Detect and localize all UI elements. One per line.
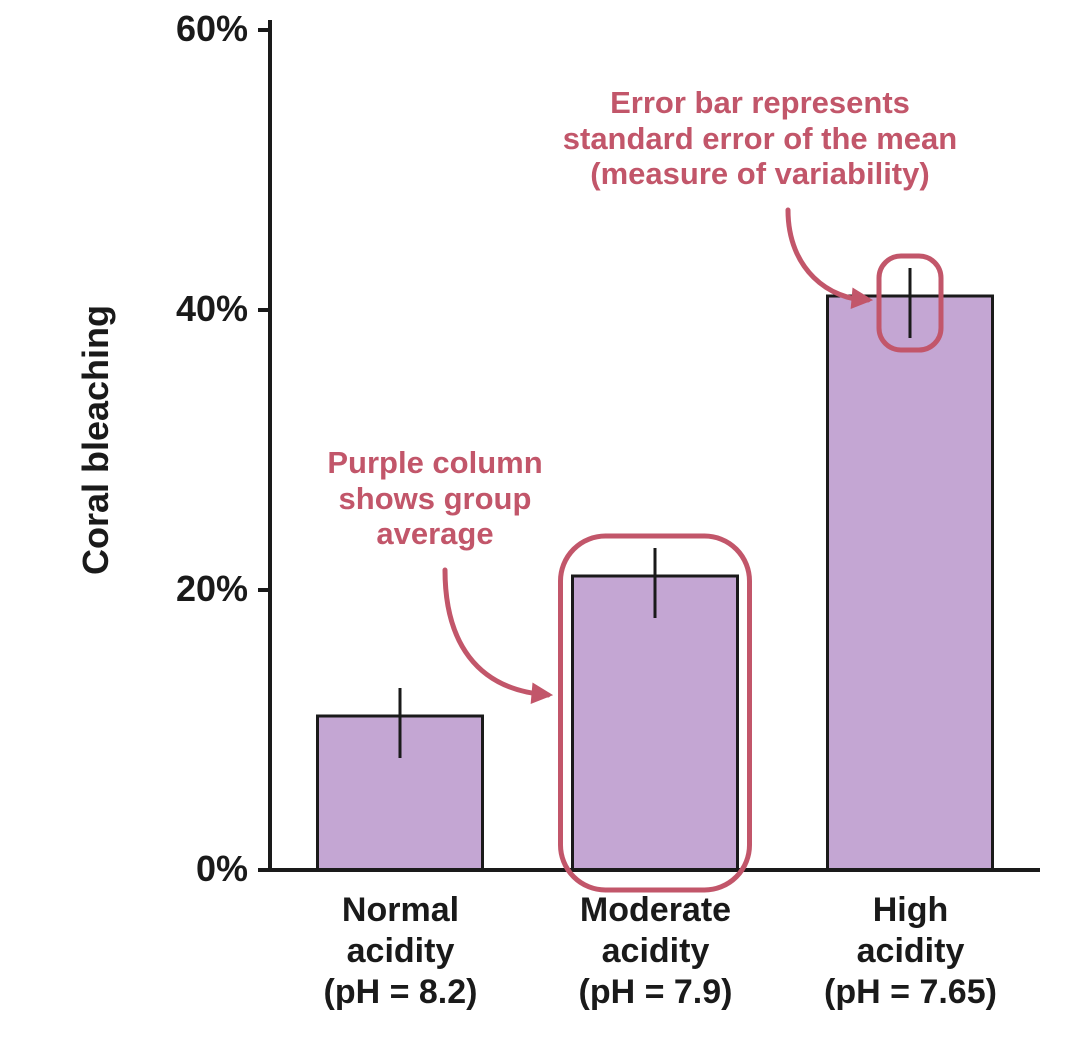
annotation-column-line2: shows group: [339, 481, 532, 516]
annotation-column-line3: average: [376, 516, 493, 551]
annotation-errorbar-line1: Error bar represents: [610, 85, 910, 120]
x-tick-1-line3: (pH = 7.9): [579, 973, 733, 1011]
annotation-errorbar: Error bar represents standard error of t…: [520, 85, 1000, 192]
y-axis-title: Coral bleaching: [75, 190, 117, 690]
x-tick-0-line1: Normal: [342, 891, 459, 929]
x-tick-label-0: Normal acidity (pH = 8.2): [273, 890, 528, 1012]
x-tick-2-line3: (pH = 7.65): [824, 973, 997, 1011]
x-tick-0-line3: (pH = 8.2): [324, 973, 478, 1011]
x-tick-1-line1: Moderate: [580, 891, 731, 929]
chart-container: Coral bleaching 0% 20% 40% 60% Normal ac…: [0, 0, 1075, 1063]
y-tick-label-0: 0%: [158, 848, 248, 890]
annotation-errorbar-line3: (measure of variability): [590, 156, 929, 191]
x-tick-label-2: High acidity (pH = 7.65): [783, 890, 1038, 1012]
x-tick-0-line2: acidity: [347, 932, 455, 970]
y-tick-label-20: 20%: [158, 568, 248, 610]
y-tick-label-40: 40%: [158, 288, 248, 330]
x-tick-1-line2: acidity: [602, 932, 710, 970]
annotation-errorbar-line2: standard error of the mean: [563, 121, 957, 156]
annotation-column: Purple column shows group average: [305, 445, 565, 552]
x-tick-2-line1: High: [873, 891, 949, 929]
x-tick-2-line2: acidity: [857, 932, 965, 970]
y-tick-label-60: 60%: [158, 8, 248, 50]
annotation-column-line1: Purple column: [327, 445, 542, 480]
x-tick-label-1: Moderate acidity (pH = 7.9): [528, 890, 783, 1012]
